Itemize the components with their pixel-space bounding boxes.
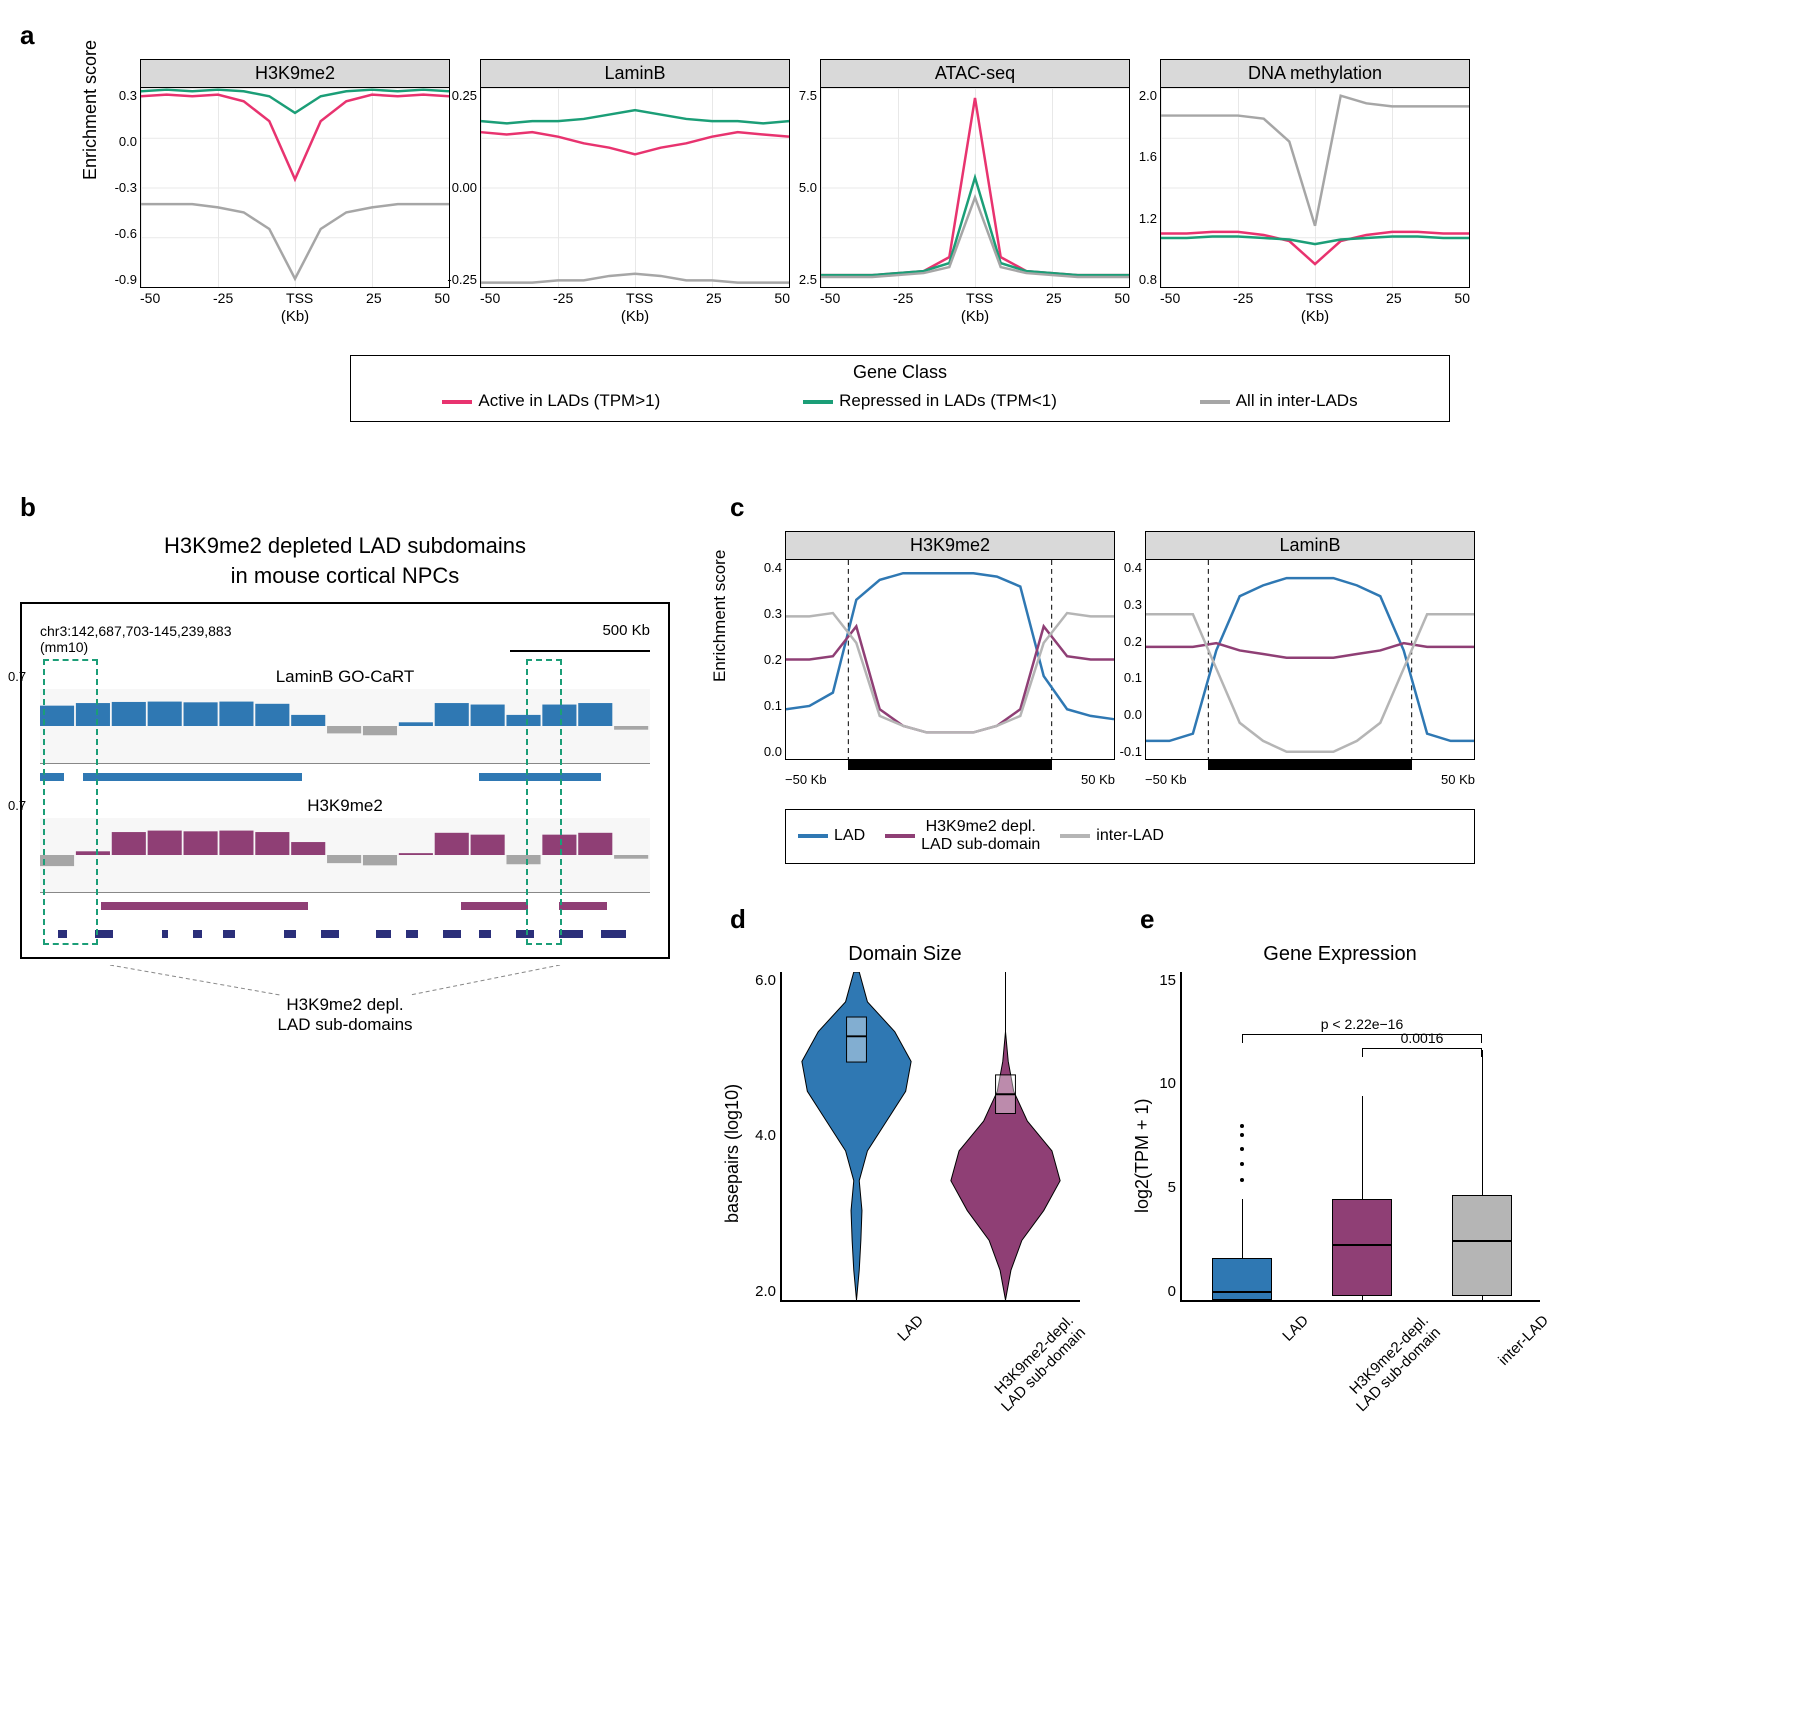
legend-item: All in inter-LADs [1200,391,1358,411]
track-laminb-go-cart: LaminB GO-CaRT 0.7 [40,667,650,784]
chart-h3k9me2: H3K9me2 0.30.0-0.3-0.6-0.9 -50-25TSS2550… [140,59,450,325]
legend-item: H3K9me2 depl.LAD sub-domain [885,818,1040,855]
panel-c-legend: LAD H3K9me2 depl.LAD sub-domain inter-LAD [785,809,1475,864]
gene-feature [95,930,113,938]
scale-bar: 500 Kb [510,622,650,655]
panel-c-label: c [730,492,1540,523]
gene-feature [601,930,625,938]
panel-a-ylabel: Enrichment score [80,40,101,180]
legend-item: inter-LAD [1060,827,1164,845]
genome-browser: chr3:142,687,703-145,239,883 (mm10) 500 … [20,602,670,959]
chart-laminb: LaminB 0.250.00-0.25 -50-25TSS2550 (Kb) [480,59,790,325]
legend-title: Gene Class [351,356,1449,385]
x-tick: LAD [1215,1312,1324,1421]
figure: a Enrichment score H3K9me2 0.30.0-0.3-0.… [20,20,1780,1346]
boxplot [1452,972,1512,1302]
x-tick: H3K9me2-depl.LAD sub-domain [980,1312,1089,1421]
gene-track [40,923,650,945]
violin-plot: 6.04.02.0 [780,972,1080,1302]
legend-items: Active in LADs (TPM>1) Repressed in LADs … [351,385,1449,421]
chart-dna-methylation: DNA methylation 2.01.61.20.8 -50-25TSS25… [1160,59,1470,325]
gene-feature [376,930,391,938]
gene-feature [516,930,534,938]
chart-atac-seq: ATAC-seq 7.55.02.5 -50-25TSS2550 (Kb) [820,59,1130,325]
gene-feature [479,930,491,938]
x-tick: H3K9me2-depl.LAD sub-domain [1335,1312,1444,1421]
gene-feature [223,930,235,938]
legend-item: Active in LADs (TPM>1) [442,391,660,411]
chart-laminb: LaminB 0.40.30.20.10.0-0.1 −50 Kb50 Kb [1145,531,1475,787]
panel-c-ylabel: Enrichment score [710,550,730,682]
panel-d-title: Domain Size [730,943,1080,966]
panel-a-charts: H3K9me2 0.30.0-0.3-0.6-0.9 -50-25TSS2550… [140,59,1780,325]
boxplot [1212,972,1272,1302]
gene-feature [406,930,418,938]
gene-feature [443,930,461,938]
panel-b: b H3K9me2 depleted LAD subdomains in mou… [20,492,670,1035]
panel-a-legend: Gene Class Active in LADs (TPM>1) Repress… [350,355,1450,422]
panel-c: c Enrichment score H3K9me2 0.40.30.20.10… [730,492,1540,864]
genome-text: (mm10) [40,639,88,655]
gene-feature [284,930,296,938]
panel-b-title: H3K9me2 depleted LAD subdomains in mouse… [20,531,670,590]
legend-item: LAD [798,827,865,845]
legend-item: Repressed in LADs (TPM<1) [803,391,1057,411]
gene-feature [321,930,339,938]
sig-bracket [1362,1048,1482,1056]
track-h3k9me2: H3K9me2 0.7 [40,796,650,913]
chart-h3k9me2: H3K9me2 0.40.30.20.10.0 −50 Kb50 Kb [785,531,1115,787]
gene-feature [162,930,168,938]
panel-b-label: b [20,492,670,523]
panel-e-title: Gene Expression [1140,943,1540,966]
sig-label: 0.0016 [1372,1030,1472,1046]
gene-feature [58,930,67,938]
panel-b-callout: H3K9me2 depl.LAD sub-domains [20,965,670,1035]
panel-e: e Gene Expression log2(TPM + 1) 151050 p… [1140,904,1540,1346]
box-plot: 151050 p < 2.22e−160.0016 [1180,972,1540,1302]
gene-feature [559,930,583,938]
panel-d-label: d [730,904,1080,935]
gene-feature [193,930,202,938]
panel-e-label: e [1140,904,1540,935]
x-tick: LAD [830,1312,939,1421]
panel-d: d Domain Size basepairs (log10) 6.04.02.… [730,904,1080,1346]
coord-text: chr3:142,687,703-145,239,883 [40,623,232,639]
panel-a-label: a [20,20,1780,51]
x-tick: inter-LAD [1455,1312,1564,1421]
